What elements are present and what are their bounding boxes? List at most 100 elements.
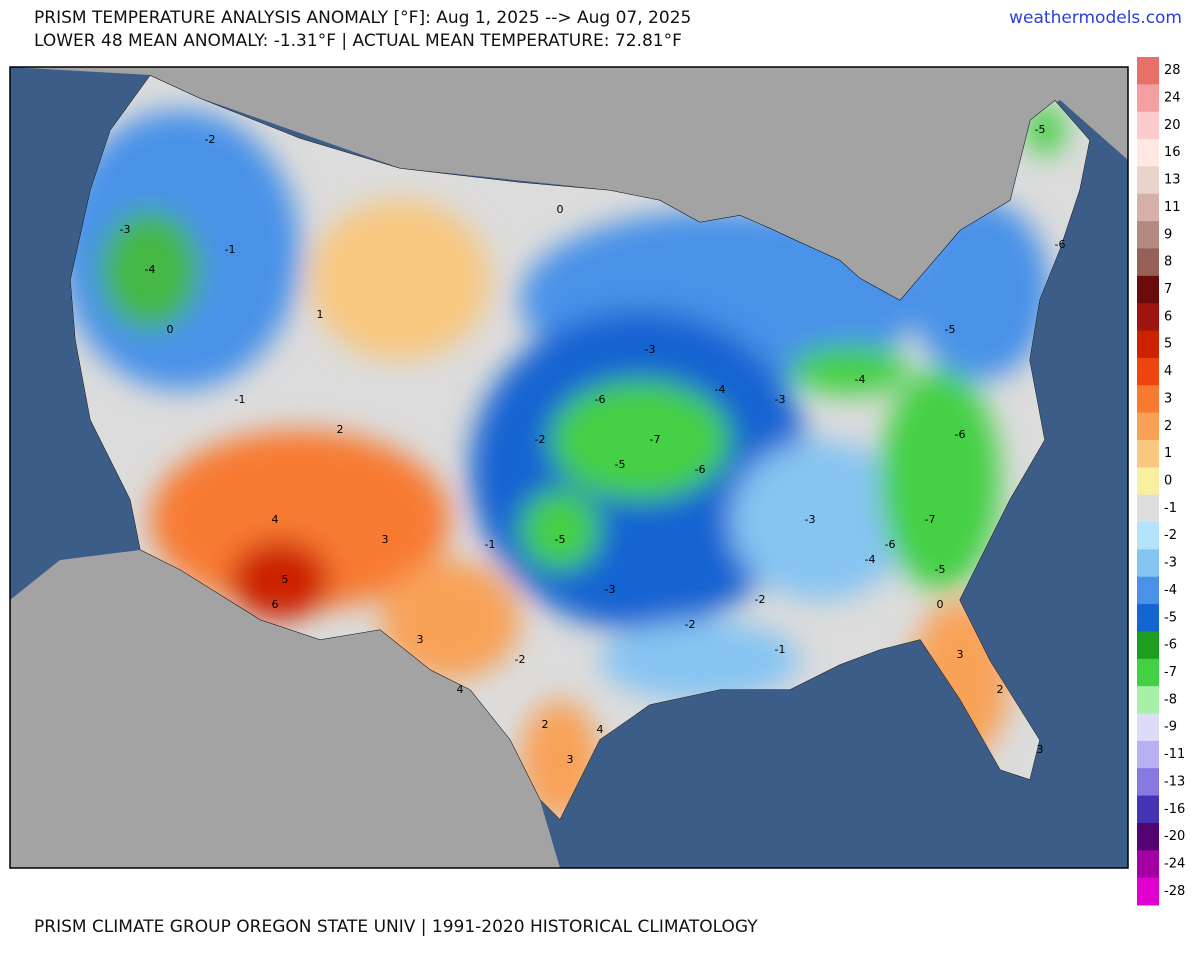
map-value-label: 3: [382, 533, 389, 546]
map-value-label: -4: [855, 373, 866, 386]
map-value-label: -5: [935, 563, 946, 576]
map-value-label: -6: [1055, 238, 1066, 251]
colorbar-label: 13: [1164, 173, 1181, 188]
footer: PRISM CLIMATE GROUP OREGON STATE UNIV | …: [34, 917, 758, 937]
map-value-label: -3: [775, 393, 786, 406]
map-value-label: -6: [595, 393, 606, 406]
map-value-label: 5: [282, 573, 289, 586]
colorbar-swatch: [1137, 877, 1159, 906]
map-value-label: -4: [145, 263, 156, 276]
colorbar-label: -9: [1164, 720, 1177, 735]
colorbar-label: 7: [1164, 282, 1172, 297]
map-value-label: 3: [417, 633, 424, 646]
map-frame: [9, 66, 1129, 869]
map-value-label: 1: [317, 308, 324, 321]
colorbar-label: -4: [1164, 583, 1177, 598]
colorbar-swatch: [1137, 57, 1159, 85]
colorbar-label: 28: [1164, 63, 1181, 78]
map-value-label: 2: [542, 718, 549, 731]
title: PRISM TEMPERATURE ANALYSIS ANOMALY [°F]:…: [34, 8, 691, 28]
colorbar-swatch: [1137, 84, 1159, 113]
map-value-label: 6: [272, 598, 279, 611]
map-value-label: -3: [645, 343, 656, 356]
map-value-label: 0: [557, 203, 564, 216]
colorbar-label: 2: [1164, 419, 1172, 434]
colorbar-swatch: [1137, 193, 1159, 222]
map-value-label: -6: [955, 428, 966, 441]
colorbar-label: 6: [1164, 309, 1172, 324]
map-value-label: 2: [337, 423, 344, 436]
colorbar-swatch: [1137, 357, 1159, 386]
colorbar-swatch: [1137, 166, 1159, 195]
colorbar-label: -3: [1164, 556, 1177, 571]
colorbar-label: -16: [1164, 802, 1185, 817]
colorbar-swatch: [1137, 822, 1159, 851]
colorbar-label: -11: [1164, 747, 1185, 762]
colorbar-swatch: [1137, 713, 1159, 742]
colorbar-swatch: [1137, 631, 1159, 660]
map-value-label: -4: [865, 553, 876, 566]
colorbar-swatch: [1137, 850, 1159, 879]
map-value-label: -1: [225, 243, 236, 256]
map-value-label: 4: [457, 683, 464, 696]
subtitle: LOWER 48 MEAN ANOMALY: -1.31°F | ACTUAL …: [34, 31, 682, 51]
colorbar-label: 3: [1164, 391, 1172, 406]
colorbar-label: 20: [1164, 118, 1181, 133]
colorbar-swatch: [1137, 768, 1159, 797]
colorbar-swatch: [1137, 412, 1159, 441]
map-value-label: -7: [925, 513, 936, 526]
colorbar-label: 16: [1164, 145, 1181, 160]
colorbar-label: 9: [1164, 227, 1172, 242]
colorbar-label: 1: [1164, 446, 1172, 461]
map-value-label: 4: [272, 513, 279, 526]
colorbar-label: -1: [1164, 501, 1177, 516]
mexico: [10, 550, 560, 868]
colorbar-label: -2: [1164, 528, 1177, 543]
colorbar-label: -7: [1164, 665, 1177, 680]
colorbar-swatch: [1137, 576, 1159, 605]
colorbar-swatch: [1137, 795, 1159, 824]
colorbar-label: -20: [1164, 829, 1185, 844]
map-value-label: -1: [775, 643, 786, 656]
colorbar-swatch: [1137, 522, 1159, 550]
colorbar-swatch: [1137, 549, 1159, 578]
map-value-label: 0: [937, 598, 944, 611]
map-value-label: 3: [567, 753, 574, 766]
map-value-label: -7: [650, 433, 661, 446]
colorbar-label: 5: [1164, 337, 1172, 352]
map-value-label: 3: [957, 648, 964, 661]
map-value-label: -3: [805, 513, 816, 526]
map-value-label: 3: [1037, 743, 1044, 756]
colorbar-swatch: [1137, 604, 1159, 632]
colorbar-label: 24: [1164, 91, 1181, 106]
map-value-label: -2: [515, 653, 526, 666]
map-value-label: -5: [615, 458, 626, 471]
map-value-label: 0: [167, 323, 174, 336]
colorbar-label: 4: [1164, 364, 1172, 379]
colorbar-swatch: [1137, 139, 1159, 167]
colorbar-label: -28: [1164, 884, 1185, 899]
colorbar-label: -8: [1164, 692, 1177, 707]
colorbar-swatch: [1137, 111, 1159, 140]
colorbar-label: 8: [1164, 255, 1172, 270]
colorbar-label: -5: [1164, 610, 1177, 625]
map-value-label: -4: [715, 383, 726, 396]
map-value-label: -6: [885, 538, 896, 551]
colorbar-swatch: [1137, 275, 1159, 304]
colorbar-swatch: [1137, 740, 1159, 769]
site-link[interactable]: weathermodels.com: [1009, 8, 1182, 28]
map-value-label: -1: [485, 538, 496, 551]
colorbar-swatch: [1137, 303, 1159, 332]
colorbar-swatch: [1137, 385, 1159, 414]
map-value-label: -1: [235, 393, 246, 406]
colorbar-swatch: [1137, 686, 1159, 715]
colorbar-swatch: [1137, 658, 1159, 687]
map-value-label: -2: [205, 133, 216, 146]
colorbar-label: 0: [1164, 474, 1172, 489]
canada: [10, 67, 1128, 300]
map-value-label: -5: [555, 533, 566, 546]
map-value-label: -3: [605, 583, 616, 596]
map-value-label: -5: [945, 323, 956, 336]
map-value-label: 4: [597, 723, 604, 736]
